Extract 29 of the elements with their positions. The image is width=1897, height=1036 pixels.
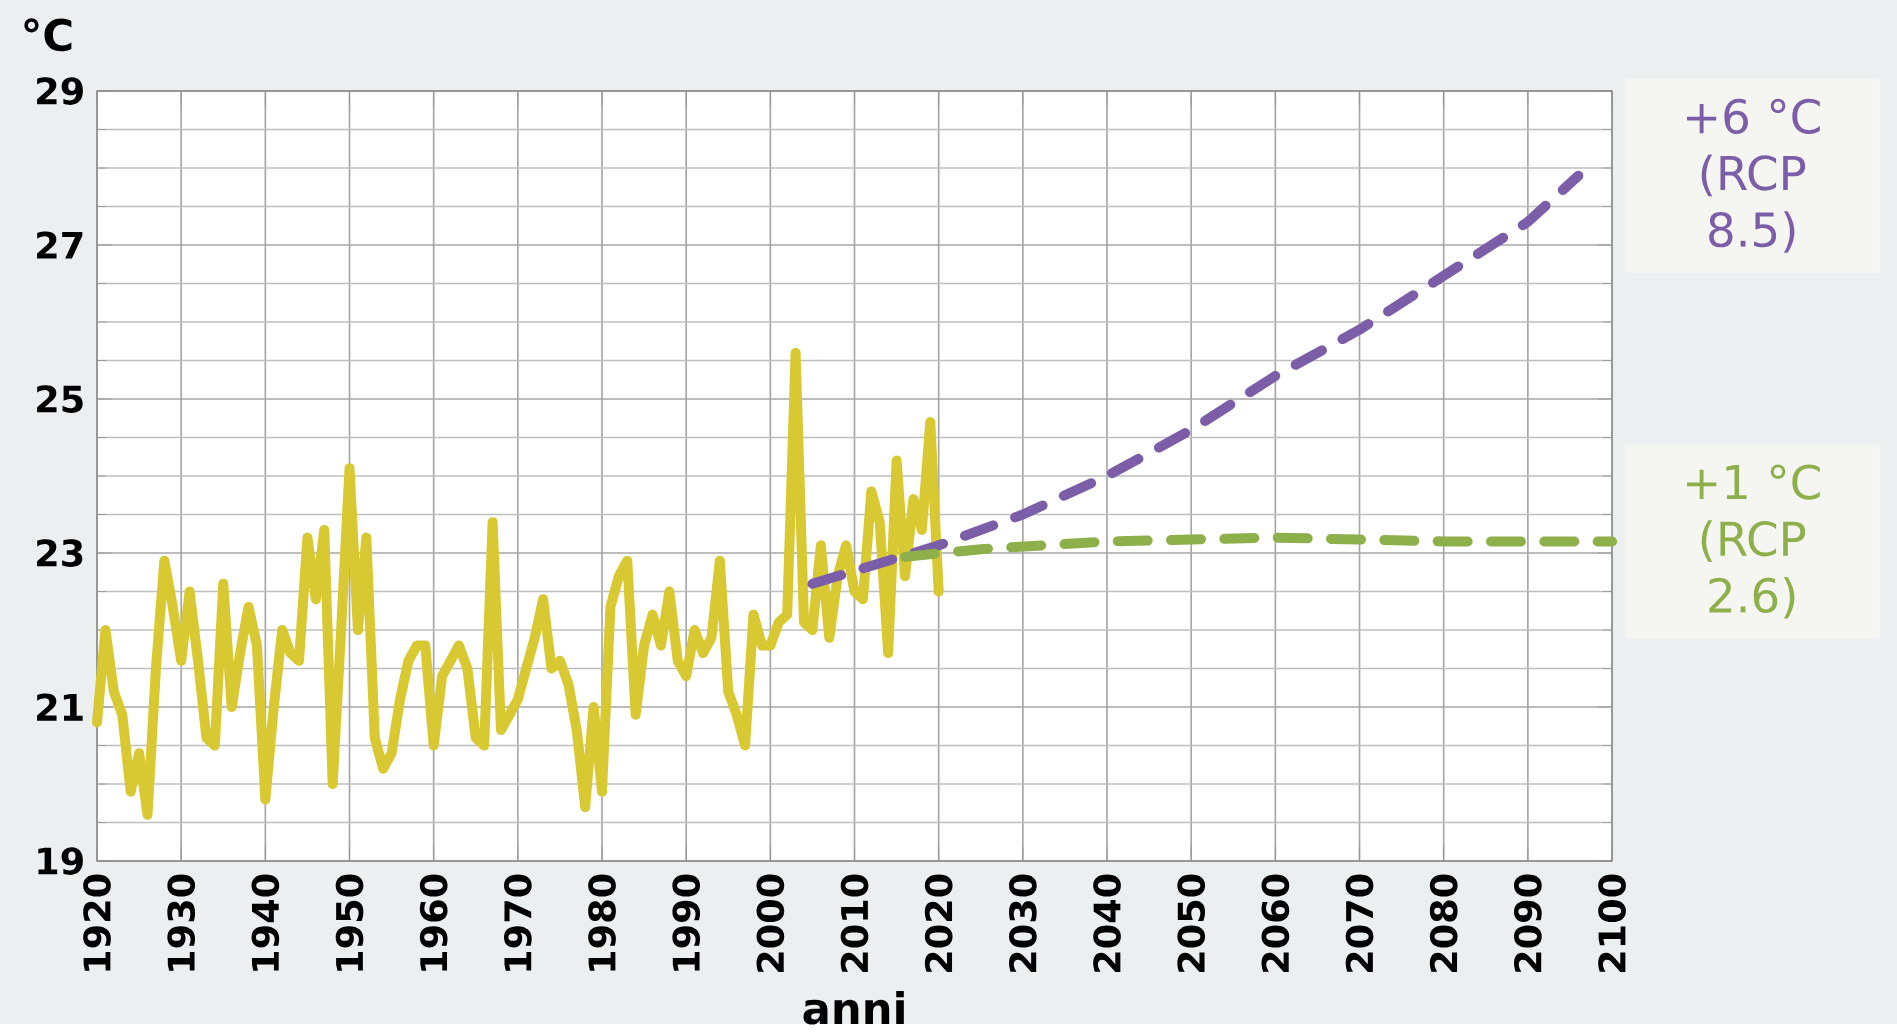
x-tick-label: 2090 bbox=[1514, 874, 1542, 973]
x-tick-label: 2070 bbox=[1345, 874, 1374, 973]
y-tick-label: 21 bbox=[37, 693, 83, 721]
x-tick-label: 1980 bbox=[588, 874, 616, 971]
x-tick-label: 2030 bbox=[1009, 874, 1037, 973]
x-tick-label: 2040 bbox=[1093, 874, 1121, 973]
x-tick-label: 1950 bbox=[335, 874, 364, 971]
y-tick-label: 27 bbox=[37, 231, 83, 259]
x-tick-label: 1920 bbox=[83, 874, 111, 971]
y-tick-label: 29 bbox=[37, 77, 83, 106]
x-axis-title: anni bbox=[803, 991, 904, 1025]
y-tick-label: 23 bbox=[37, 539, 83, 568]
x-tick-label: 1940 bbox=[251, 874, 280, 971]
x-tick-label: 2020 bbox=[924, 874, 953, 973]
x-tick-label: 1930 bbox=[167, 874, 196, 971]
x-tick-label: 2010 bbox=[840, 874, 869, 973]
y-axis-title: °C bbox=[24, 18, 72, 52]
x-tick-label: 1990 bbox=[672, 874, 701, 971]
x-tick-label: 2050 bbox=[1177, 874, 1206, 973]
text: +6 °C (RCP 8.5) bbox=[1687, 98, 1820, 253]
x-tick-label: 2000 bbox=[756, 874, 785, 973]
x-tick-label: 2100 bbox=[1598, 874, 1626, 973]
x-tick-label: 1970 bbox=[504, 874, 532, 971]
x-tick-label: 2080 bbox=[1429, 874, 1458, 973]
series-label: +1 °C (RCP 2.6) bbox=[1687, 464, 1820, 619]
x-tick-label: 1960 bbox=[419, 874, 448, 971]
x-tick-label: 2060 bbox=[1261, 874, 1290, 973]
y-tick-label: 25 bbox=[37, 385, 83, 414]
y-tick-label: 19 bbox=[38, 847, 83, 876]
